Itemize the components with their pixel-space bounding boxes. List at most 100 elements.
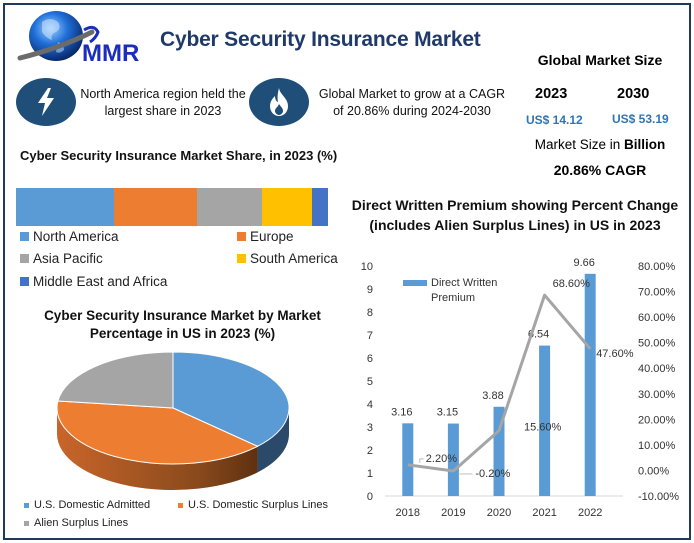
info-text-1-line2: largest share in 2023 <box>104 104 222 118</box>
cagr-value: 20.86% CAGR <box>553 162 647 178</box>
right-axis-tick: 30.00% <box>638 389 676 401</box>
line-label-2021: 68.60% <box>553 278 591 290</box>
market-size-note: Market Size in Billion <box>520 137 680 152</box>
legend-swatch-middle-east-africa <box>20 277 29 286</box>
bar-label-2018: 3.16 <box>391 406 412 418</box>
x-axis-label-2019: 2019 <box>441 507 465 519</box>
right-axis-tick: 60.00% <box>638 312 676 324</box>
bar-2020 <box>493 406 505 496</box>
legend-item-north-america: North America <box>20 229 119 244</box>
legend-swatch-asia-pacific <box>20 254 29 263</box>
pie-legend-label-alien: Alien Surplus Lines <box>34 517 129 529</box>
left-axis-tick: 2 <box>367 445 373 457</box>
pie-chart-title: Cyber Security Insurance Market by Marke… <box>20 307 345 343</box>
globe-icon: MMR <box>17 11 139 67</box>
left-axis-tick: 4 <box>367 399 373 411</box>
premium-chart-title: Direct Written Premium showing Percent C… <box>345 195 685 235</box>
share-segment-asia-pacific <box>196 188 263 226</box>
market-share-chart-title: Cyber Security Insurance Market Share, i… <box>20 148 338 163</box>
x-axis-label-2018: 2018 <box>396 507 420 519</box>
bar-2018 <box>402 423 414 496</box>
pie-chart-title-line1: Cyber Security Insurance Market by Marke… <box>44 308 321 323</box>
bar-2021 <box>539 345 551 496</box>
legend-item-south-america: South America <box>237 251 338 266</box>
info-icon-badge-1 <box>16 78 76 126</box>
info-text-1: North America region held the largest sh… <box>78 86 248 120</box>
pie-side-u-s-domestic-surplus-lines <box>57 408 258 490</box>
market-value-2030: US$ 53.19 <box>612 112 669 126</box>
x-axis-label-2022: 2022 <box>578 507 602 519</box>
premium-chart-title-line1: Direct Written Premium showing Percent C… <box>351 197 679 213</box>
line-label-2022: 47.60% <box>596 348 634 360</box>
legend-label-line1: Direct Written <box>431 277 497 289</box>
pie-chart-title-line2: Percentage in US in 2023 (%) <box>89 326 276 341</box>
left-axis-tick: 1 <box>367 468 373 480</box>
label-leader-2018 <box>419 458 424 463</box>
premium-chart-title-line2: (includes Alien Surplus Lines) in US in … <box>369 217 661 233</box>
left-axis-tick: 7 <box>367 330 373 342</box>
legend-swatch-direct-written-premium <box>403 280 427 286</box>
left-axis-tick: 6 <box>367 353 373 365</box>
legend-label-south-america: South America <box>250 251 338 266</box>
left-axis-tick: 10 <box>361 261 373 273</box>
right-axis-tick: 20.00% <box>638 414 676 426</box>
legend-item-middle-east-africa: Middle East and Africa <box>20 274 167 289</box>
right-axis-tick: 10.00% <box>638 440 676 452</box>
share-segment-middle-east-and-africa <box>312 188 328 226</box>
share-segment-north-america <box>16 188 115 226</box>
premium-combo-chart: 0 1 2 3 4 5 6 7 8 9 10 -10.00% 0.00% 10.00% 20.00% 30.0… <box>361 257 679 519</box>
year-2023: 2023 <box>535 86 568 102</box>
pie-side-u-s-domestic-admitted <box>257 408 289 473</box>
x-axis-label-2020: 2020 <box>487 507 511 519</box>
line-label-2020: 15.60% <box>524 422 562 434</box>
legend-item-europe: Europe <box>237 229 294 244</box>
global-market-title: Global Market Size <box>537 52 663 68</box>
pie-legend-swatch-admitted <box>24 502 29 508</box>
pie-legend-item-alien: Alien Surplus Lines <box>24 517 128 529</box>
market-size-unit: Billion <box>624 137 666 152</box>
right-axis-tick: 0.00% <box>638 465 669 477</box>
left-axis-tick: 3 <box>367 422 373 434</box>
legend-swatch-north-america <box>20 232 29 241</box>
legend-item-asia-pacific: Asia Pacific <box>20 251 103 266</box>
logo-text: MMR <box>82 40 139 67</box>
market-value-2023: US$ 14.12 <box>526 113 583 127</box>
info-text-1-line1: North America region held the <box>80 87 246 101</box>
right-axis-tick: 80.00% <box>638 261 676 273</box>
bar-2019 <box>447 423 459 496</box>
right-axis-tick: 40.00% <box>638 363 676 375</box>
pie-slice-u-s-domestic-surplus-lines <box>56 400 259 465</box>
x-axis-label-2021: 2021 <box>532 507 556 519</box>
legend-swatch-europe <box>237 232 246 241</box>
pie-legend-label-surplus: U.S. Domestic Surplus Lines <box>188 499 328 511</box>
market-share-stacked-bar <box>16 188 328 226</box>
bar-label-2019: 3.15 <box>437 407 458 419</box>
left-axis-tick: 9 <box>367 284 373 296</box>
info-text-2-line2: of 20.86% during 2024-2030 <box>333 104 491 118</box>
right-axis-tick: 70.00% <box>638 287 676 299</box>
share-segment-south-america <box>262 188 313 226</box>
left-axis-tick: 0 <box>367 491 373 503</box>
us-market-pie-chart <box>56 351 290 490</box>
pie-legend-swatch-surplus <box>178 502 183 508</box>
market-size-note-prefix: Market Size in <box>534 137 625 152</box>
infographic-frame <box>3 3 691 540</box>
lightning-bolt-icon <box>38 88 54 116</box>
share-segment-europe <box>114 188 197 226</box>
line-label-2018: 2.20% <box>426 453 457 465</box>
flame-icon <box>270 88 288 116</box>
legend-label-line2: Premium <box>431 292 475 304</box>
pie-legend-swatch-alien <box>24 520 29 526</box>
legend-label-middle-east-africa: Middle East and Africa <box>33 274 168 289</box>
info-text-2-line1: Global Market to grow at a CAGR <box>318 87 506 101</box>
info-text-2: Global Market to grow at a CAGR of 20.86… <box>312 86 512 120</box>
legend-label-asia-pacific: Asia Pacific <box>33 251 103 266</box>
right-axis-tick: -10.00% <box>638 491 679 503</box>
bar-label-2020: 3.88 <box>482 390 503 402</box>
line-label-2019: -0.20% <box>475 468 510 480</box>
pie-slice-alien-surplus-lines <box>57 351 174 409</box>
info-icon-badge-2 <box>249 78 309 126</box>
legend-label-north-america: North America <box>33 229 119 244</box>
page-title: Cyber Security Insurance Market <box>160 28 481 51</box>
left-axis-tick: 8 <box>367 307 373 319</box>
